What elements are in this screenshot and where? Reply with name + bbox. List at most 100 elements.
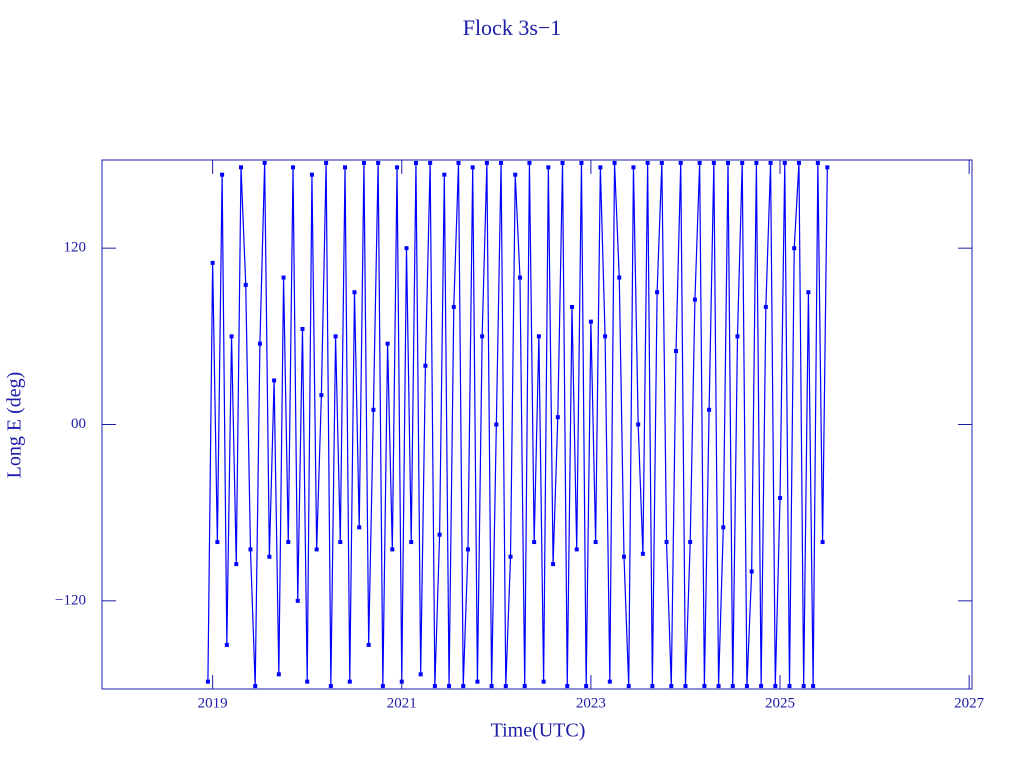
data-point <box>692 297 697 302</box>
data-point <box>569 304 574 309</box>
data-point <box>305 679 310 684</box>
y-tick-label: 120 <box>64 240 87 256</box>
data-point <box>475 679 480 684</box>
data-point <box>702 684 707 689</box>
data-point <box>357 525 362 530</box>
data-point <box>574 547 579 552</box>
data-point <box>754 160 759 165</box>
data-point <box>347 679 352 684</box>
data-point <box>730 684 735 689</box>
x-tick-label: 2027 <box>954 695 985 711</box>
data-point <box>470 165 475 170</box>
data-point <box>286 540 291 545</box>
data-point <box>484 160 489 165</box>
data-point <box>385 341 390 346</box>
data-point <box>617 275 622 280</box>
data-point <box>371 407 376 412</box>
x-tick-label: 2021 <box>387 695 417 711</box>
data-point <box>418 672 423 677</box>
data-point <box>740 160 745 165</box>
data-point <box>726 160 731 165</box>
data-point <box>697 160 702 165</box>
data-point <box>560 160 565 165</box>
x-axis-label: Time(UTC) <box>491 720 586 742</box>
data-point <box>640 551 645 556</box>
data-point <box>442 172 447 177</box>
data-point <box>655 290 660 295</box>
data-point <box>707 407 712 412</box>
data-point <box>711 160 716 165</box>
data-point <box>300 326 305 331</box>
data-point <box>763 304 768 309</box>
data-point <box>361 160 366 165</box>
data-point <box>276 672 281 677</box>
x-tick-label: 2023 <box>576 695 606 711</box>
data-point <box>291 165 296 170</box>
data-point <box>503 684 508 689</box>
data-point <box>380 684 385 689</box>
data-point <box>636 422 641 427</box>
data-point <box>215 540 220 545</box>
data-point <box>395 165 400 170</box>
data-point <box>820 540 825 545</box>
data-point <box>541 679 546 684</box>
data-point <box>229 334 234 339</box>
data-point <box>645 160 650 165</box>
data-point <box>579 160 584 165</box>
x-tick-label: 2019 <box>198 695 228 711</box>
data-point <box>527 160 532 165</box>
data-point <box>588 319 593 324</box>
data-point <box>423 363 428 368</box>
data-point <box>333 334 338 339</box>
data-point <box>319 393 324 398</box>
data-point <box>352 290 357 295</box>
data-point <box>650 684 655 689</box>
data-point <box>432 684 437 689</box>
data-point <box>489 684 494 689</box>
data-point <box>253 684 258 689</box>
data-point <box>522 684 527 689</box>
data-point <box>551 562 556 567</box>
data-point <box>428 160 433 165</box>
data-point <box>513 172 518 177</box>
data-point <box>366 642 371 647</box>
data-point <box>536 334 541 339</box>
data-point <box>768 160 773 165</box>
x-tick-label: 2025 <box>765 695 795 711</box>
data-point <box>205 679 210 684</box>
data-point <box>631 165 636 170</box>
data-point <box>451 304 456 309</box>
data-point <box>778 495 783 500</box>
data-line <box>207 162 828 687</box>
data-point <box>239 165 244 170</box>
data-point <box>678 160 683 165</box>
data-point <box>622 554 626 559</box>
data-point <box>309 172 314 177</box>
data-point <box>224 642 229 647</box>
data-point <box>735 334 740 339</box>
data-point <box>607 679 612 684</box>
data-point <box>413 160 418 165</box>
data-point <box>281 275 286 280</box>
data-point <box>815 160 820 165</box>
data-point <box>248 547 253 552</box>
data-point <box>234 562 239 567</box>
data-point <box>546 165 551 170</box>
data-point <box>669 684 674 689</box>
data-point <box>314 547 319 552</box>
data-point <box>716 684 721 689</box>
data-point <box>267 554 272 559</box>
data-point <box>499 160 504 165</box>
data-point <box>404 246 409 251</box>
data-point <box>565 684 570 689</box>
data-point <box>390 547 395 552</box>
data-point <box>262 160 267 165</box>
data-point <box>494 422 499 427</box>
data-point <box>806 290 811 295</box>
y-tick-label: −120 <box>55 592 86 608</box>
data-point <box>447 684 452 689</box>
y-tick-label: 00 <box>71 416 86 432</box>
data-point <box>210 260 215 265</box>
data-point <box>532 540 537 545</box>
data-point <box>437 532 442 537</box>
